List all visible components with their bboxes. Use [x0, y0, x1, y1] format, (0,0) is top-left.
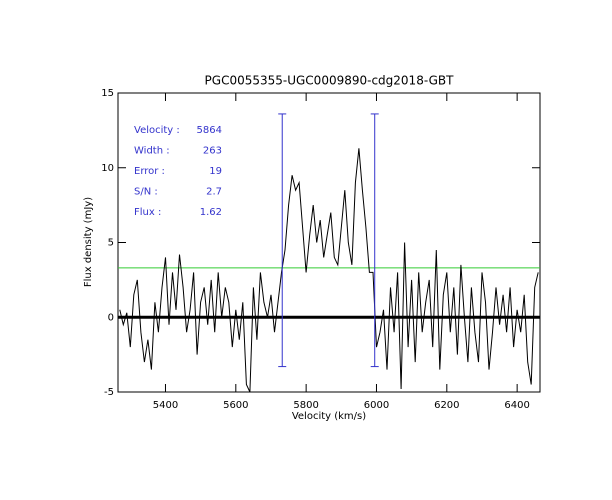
stat-label: Error :	[134, 166, 165, 177]
y-tick-label: -5	[104, 387, 114, 398]
stat-label: Width :	[134, 146, 170, 157]
y-axis-title: Flux density (mJy)	[83, 197, 94, 287]
chart-title: PGC0055355-UGC0009890-cdg2018-GBT	[205, 74, 455, 88]
stat-value: 5864	[197, 125, 222, 136]
stat-value: 2.7	[206, 187, 222, 198]
y-tick-label: 10	[101, 163, 114, 174]
x-tick-label: 5600	[223, 400, 248, 411]
x-tick-label: 6200	[434, 400, 459, 411]
y-tick-label: 5	[108, 238, 114, 249]
x-tick-label: 5800	[293, 400, 318, 411]
stat-value: 263	[203, 146, 222, 157]
stat-label: Velocity :	[134, 125, 180, 136]
x-tick-label: 6000	[364, 400, 389, 411]
spectrum-line	[119, 148, 539, 393]
stat-label: S/N :	[134, 187, 158, 198]
x-tick-label: 5400	[153, 400, 178, 411]
y-tick-label: 15	[101, 88, 114, 99]
y-tick-label: 0	[108, 312, 114, 323]
stat-value: 19	[209, 166, 222, 177]
stat-value: 1.62	[200, 207, 222, 218]
x-tick-label: 6400	[504, 400, 529, 411]
stat-label: Flux :	[134, 207, 161, 218]
x-axis-title: Velocity (km/s)	[292, 411, 366, 422]
